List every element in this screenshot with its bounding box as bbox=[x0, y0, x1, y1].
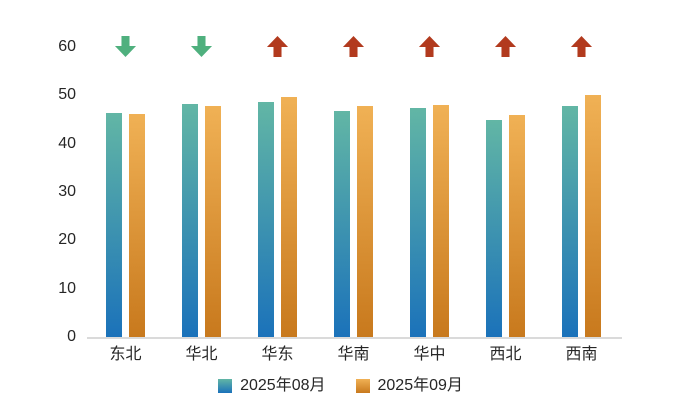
bar-aug bbox=[182, 103, 198, 337]
bar-aug bbox=[334, 111, 350, 337]
x-axis-line bbox=[87, 337, 622, 339]
x-category-label: 华北 bbox=[185, 346, 218, 363]
x-category-label: 华南 bbox=[337, 346, 370, 363]
bar-sep bbox=[281, 97, 297, 337]
trend-up-icon bbox=[570, 35, 593, 58]
bar-sep bbox=[509, 115, 525, 337]
x-category-label: 华东 bbox=[261, 346, 294, 363]
x-category-label: 西北 bbox=[489, 346, 522, 363]
bar-aug bbox=[258, 102, 274, 337]
bar-sep bbox=[585, 95, 601, 337]
legend-swatch-sep bbox=[355, 379, 370, 393]
x-category-label: 华中 bbox=[413, 346, 446, 363]
y-tick-label: 10 bbox=[58, 279, 76, 297]
legend-label-aug: 2025年08月 bbox=[240, 377, 326, 394]
bar-aug bbox=[486, 120, 502, 337]
legend-item-sep: 2025年09月 bbox=[355, 375, 463, 397]
legend-label-sep: 2025年09月 bbox=[377, 377, 463, 394]
y-tick-label: 0 bbox=[67, 328, 76, 345]
bar-sep bbox=[433, 105, 449, 337]
trend-up-icon bbox=[418, 35, 441, 58]
legend-item-aug: 2025年08月 bbox=[218, 375, 326, 397]
trend-up-icon bbox=[494, 35, 517, 58]
bar-sep bbox=[129, 114, 145, 337]
x-category-label: 西南 bbox=[565, 346, 598, 363]
trend-down-icon bbox=[190, 35, 213, 58]
y-tick-label: 50 bbox=[58, 86, 76, 104]
bar-sep bbox=[205, 106, 221, 337]
y-tick-label: 30 bbox=[58, 183, 76, 200]
y-tick-label: 40 bbox=[58, 134, 76, 152]
legend: 2025年08月 2025年09月 bbox=[0, 375, 681, 397]
x-category-label: 东北 bbox=[109, 346, 142, 363]
bar-sep bbox=[357, 106, 373, 337]
y-tick-label: 20 bbox=[58, 231, 76, 249]
bar-aug bbox=[562, 105, 578, 337]
trend-up-icon bbox=[342, 35, 365, 58]
bar-aug bbox=[410, 107, 426, 337]
bar-aug bbox=[106, 112, 122, 337]
trend-down-icon bbox=[114, 35, 137, 58]
y-tick-label: 60 bbox=[58, 38, 76, 55]
trend-up-icon bbox=[266, 35, 289, 58]
legend-swatch-aug bbox=[218, 379, 233, 393]
